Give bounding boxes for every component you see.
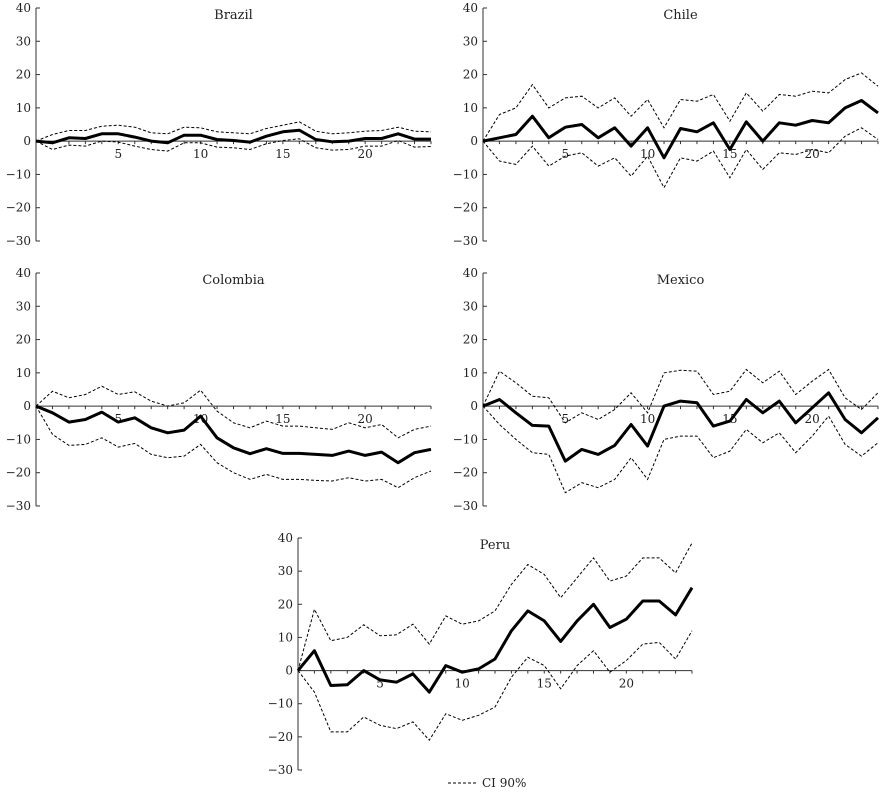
x-tick-label: 15 [722,147,737,161]
ci-upper-line [482,72,879,142]
ci-upper-line [297,542,693,671]
legend: CI 90% [446,775,526,791]
x-tick-label: 10 [455,677,470,691]
y-tick-label: 30 [278,564,293,578]
legend-dashed-line-icon [448,782,478,784]
y-tick-label: 0 [285,664,293,678]
y-tick-label: −30 [6,234,31,248]
response-line [482,99,879,160]
ci-lower-line [297,630,693,742]
y-tick-label: 0 [470,134,478,148]
y-tick-label: −10 [6,167,31,181]
ci-upper-line [482,368,879,424]
x-tick-label: 10 [193,147,208,161]
x-tick-label: 5 [561,147,569,161]
x-tick-label: 20 [358,412,373,426]
y-tick-label: −10 [453,167,478,181]
x-tick-label: 5 [561,412,569,426]
y-tick-label: −20 [6,201,31,215]
y-tick-label: −30 [268,763,293,777]
y-tick-label: −30 [6,499,31,513]
y-tick-label: −20 [6,466,31,480]
x-tick-label: 5 [376,677,384,691]
response-line [482,391,880,463]
ci-lower-line [35,405,432,489]
y-tick-label: 20 [463,68,478,82]
y-tick-label: 0 [23,399,31,413]
y-tick-label: 30 [16,299,31,313]
panel-brazil: −30 −20 −10 0 10 20 30 40 5 10 15 20 Brazil [6,1,432,248]
ci-upper-line [35,121,432,142]
y-tick-label: 30 [463,299,478,313]
ci-lower-line [482,127,879,189]
response-line [296,586,694,694]
y-tick-label: 30 [16,34,31,48]
response-line [35,128,431,145]
y-tick-label: 40 [16,266,31,280]
x-tick-label: 5 [114,412,122,426]
y-tick-label: 20 [16,333,31,347]
y-tick-label: 10 [278,630,293,644]
panel-title: Peru [480,538,510,553]
x-tick-label: 10 [640,147,655,161]
ci-lower-line [35,138,432,152]
x-tick-label: 5 [114,147,122,161]
y-tick-label: 20 [16,68,31,82]
panel-title: Chile [663,8,698,23]
y-tick-label: 10 [16,366,31,380]
y-tick-label: 40 [463,266,478,280]
y-tick-label: −20 [268,730,293,744]
y-tick-label: −10 [6,432,31,446]
x-tick-label: 10 [640,412,655,426]
y-tick-label: −20 [453,466,478,480]
panel-title: Brazil [214,8,253,23]
x-tick-label: 15 [537,677,552,691]
x-tick-label: 20 [805,412,820,426]
x-tick-label: 20 [358,147,373,161]
ci-lower-line [482,405,879,494]
y-tick-label: −10 [268,697,293,711]
y-tick-label: 40 [278,531,293,545]
y-tick-label: 10 [16,101,31,115]
legend-ci-label: CI 90% [482,776,527,790]
x-tick-label: 20 [619,677,634,691]
y-tick-label: 0 [470,399,478,413]
y-tick-label: 30 [463,34,478,48]
y-tick-label: −30 [453,234,478,248]
y-tick-label: 40 [463,1,478,15]
y-tick-label: −30 [453,499,478,513]
x-tick-label: 15 [275,147,290,161]
y-tick-label: 10 [463,366,478,380]
y-tick-label: 20 [278,597,293,611]
panel-title: Colombia [202,273,265,288]
x-tick-label: 15 [275,412,290,426]
response-line [35,404,432,465]
y-tick-label: 40 [16,1,31,15]
y-tick-label: 0 [23,134,31,148]
panel-title: Mexico [657,273,705,288]
panel-peru: −30 −20 −10 0 10 20 30 40 5 10 15 20 Peru [268,531,694,777]
y-tick-label: 10 [463,101,478,115]
y-tick-label: −10 [453,432,478,446]
y-tick-label: 20 [463,333,478,347]
ci-upper-line [35,385,432,439]
y-tick-label: −20 [453,201,478,215]
